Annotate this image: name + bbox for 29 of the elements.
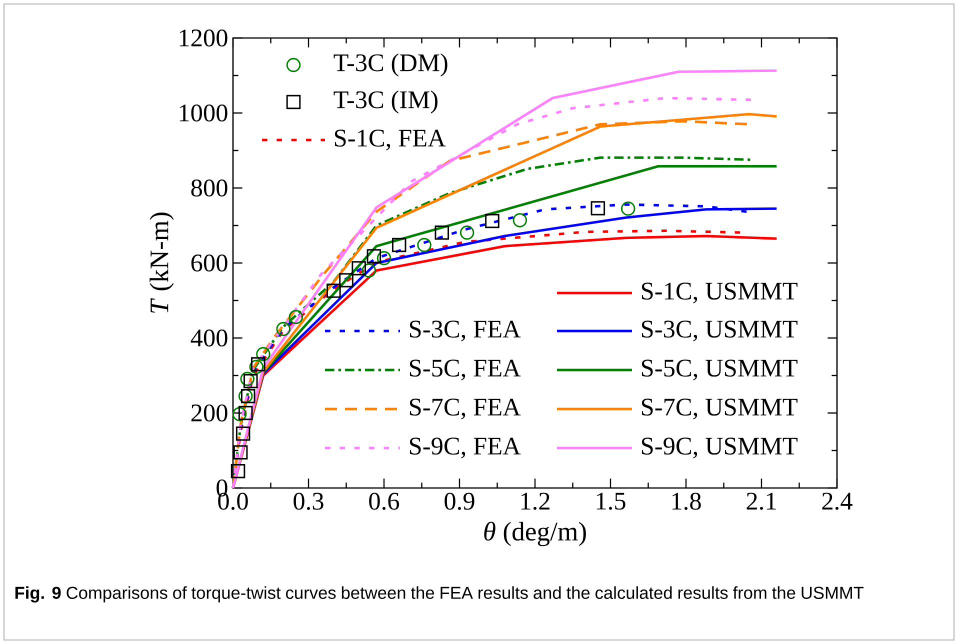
x-tick-label: 1.5 [596,492,626,510]
legend-label: S-1C, FEA [334,130,446,150]
y-tick-label: 1000 [180,104,228,122]
legend-label: T-3C (DM) [334,54,448,76]
x-tick-label: 1.2 [521,492,550,510]
legend-label: S-7C, USMMT [642,398,798,420]
text: Fig. 9 Comparisons of torque-twist curves between the FEA results and the calculated results from the USMMT [15,586,864,602]
y-tick-label: 200 [191,404,228,422]
x-tick-label: 2.1 [746,492,776,510]
y-tick-label: 600 [191,254,228,272]
y-tick-label: 400 [190,329,228,347]
y-tick-label: 800 [191,179,228,197]
legend-label: S-5C, FEA [410,360,521,380]
y-axis-title: T (kN-m) [150,212,174,313]
legend-label: S-3C, FEA [410,320,521,342]
x-tick-label: 0.9 [444,492,474,510]
legend-label: S-9C, FEA [410,438,521,458]
legend-label: S-5C, USMMT [642,360,798,380]
y-tick-label: 1200 [180,29,228,47]
x-tick-label: 0.6 [369,492,400,510]
x-tick-label: 1.8 [672,492,701,510]
legend-label: S-3C, USMMT [642,320,798,342]
x-axis-title: θ (deg/m) [484,522,586,546]
legend-label: S-9C, USMMT [642,438,798,458]
x-tick-label: 0.3 [294,492,324,510]
legend-label: S-7C, FEA [410,398,521,420]
x-tick-label: 2.4 [822,492,852,510]
legend-label: T-3C (IM) [334,90,438,114]
legend-label: S-1C, USMMT [642,282,798,304]
